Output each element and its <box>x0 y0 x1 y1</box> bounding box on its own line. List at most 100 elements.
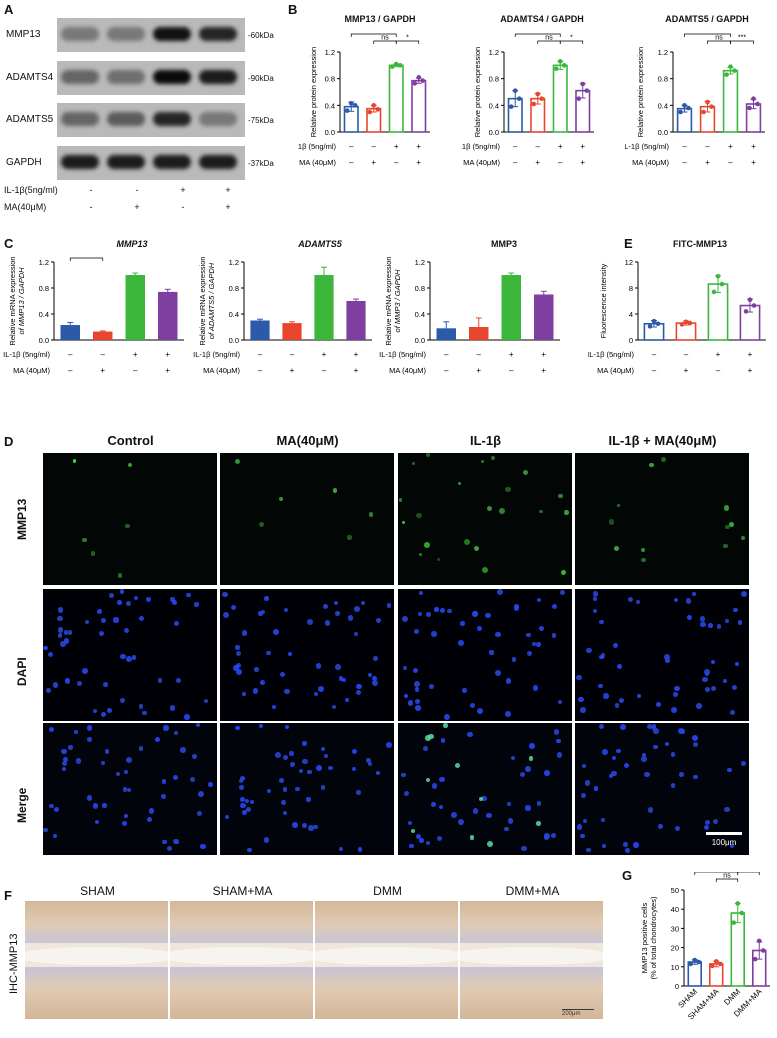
cell-dot <box>247 847 252 853</box>
cell-dot <box>576 824 583 830</box>
cell-dot <box>43 828 48 833</box>
cell-dot <box>443 713 450 720</box>
if-image <box>43 589 217 721</box>
data-point <box>576 96 582 101</box>
significance-label: * <box>570 35 573 42</box>
cell-dot <box>58 633 63 638</box>
cell-dot <box>100 760 106 766</box>
cell-dot <box>710 685 716 691</box>
cell-dot <box>538 509 543 514</box>
y-tick-label: 0.0 <box>325 128 335 137</box>
if-row-dapi: DAPI <box>15 657 29 686</box>
treatment-sign: – <box>652 350 657 359</box>
cell-dot <box>63 630 68 635</box>
cell-dot <box>514 603 519 609</box>
data-point <box>715 274 721 279</box>
y-tick-label: 0.0 <box>229 336 239 345</box>
significance-label: *** <box>738 35 746 42</box>
cell-dot <box>551 633 557 638</box>
data-point <box>512 88 518 93</box>
treatment-sign: + <box>354 366 359 375</box>
treatment-sign: – <box>716 366 721 375</box>
cell-dot <box>663 653 670 660</box>
cell-dot <box>414 629 420 635</box>
cell-dot <box>725 619 730 624</box>
cell-dot <box>302 823 308 829</box>
cell-dot <box>408 843 414 849</box>
ihc-col-sham: SHAM <box>80 884 115 898</box>
y-tick-label: 30 <box>671 924 679 933</box>
y-tick-label: 0.8 <box>39 284 49 293</box>
cell-dot <box>252 688 259 695</box>
cell-dot <box>646 723 652 729</box>
cell-dot <box>160 793 167 800</box>
cell-dot <box>356 683 362 689</box>
cell-dot <box>725 524 730 530</box>
data-point <box>393 61 399 67</box>
cell-dot <box>62 756 69 763</box>
cell-dot <box>437 836 443 842</box>
cell-dot <box>417 611 423 617</box>
significance-label: *** <box>370 30 378 35</box>
cell-dot <box>528 756 534 761</box>
cell-dot <box>526 651 532 657</box>
chart-g: 0 10 20 30 40 50 MMP13 positive cells (% of tot… <box>640 872 770 1022</box>
cell-dot <box>266 788 271 794</box>
cell-dot <box>322 604 328 609</box>
cell-dot <box>57 627 64 633</box>
cell-dot <box>128 462 133 468</box>
cell-dot <box>123 813 128 818</box>
cell-dot <box>419 838 424 843</box>
cell-dot <box>675 826 681 832</box>
cell-dot <box>426 612 431 618</box>
cell-dot <box>458 819 464 825</box>
data-point <box>553 66 559 71</box>
ihc-tissue-top <box>315 901 458 943</box>
y-tick-label: 20 <box>671 944 679 953</box>
wb-band <box>61 70 99 84</box>
data-point <box>728 64 733 69</box>
if-image <box>398 723 572 855</box>
data-point <box>683 319 689 325</box>
cell-dot <box>162 839 167 844</box>
cell-dot <box>422 746 428 752</box>
treatment-sign: + <box>354 350 359 359</box>
cell-dot <box>339 847 344 852</box>
il1b-label: IL-1β (5ng/ml) <box>298 142 337 151</box>
y-axis-label: MMP13 positive cells <box>640 903 649 974</box>
y-tick-label: 0.0 <box>415 336 425 345</box>
cell-dot <box>636 599 641 604</box>
cell-dot <box>447 608 452 614</box>
cell-dot <box>560 569 566 575</box>
cell-dot <box>49 803 54 808</box>
cell-dot <box>612 756 617 761</box>
cell-dot <box>408 700 414 706</box>
if-row-mmp13: MMP13 <box>15 498 29 540</box>
treatment-sign: – <box>728 158 733 167</box>
wb-band <box>199 27 237 41</box>
treatment-sign: + <box>290 366 295 375</box>
treatment-sign: + <box>371 158 376 167</box>
treatment-sign: + <box>133 350 138 359</box>
cell-dot <box>67 630 73 636</box>
cell-dot <box>418 590 423 595</box>
cell-dot <box>307 769 312 775</box>
y-tick-label: 1.2 <box>415 258 425 267</box>
cell-dot <box>416 834 421 839</box>
cell-dot <box>687 615 692 620</box>
y-tick-label: 1.2 <box>658 48 668 57</box>
data-point <box>375 107 381 112</box>
wb-band <box>153 70 191 84</box>
bar <box>675 322 697 341</box>
cell-dot <box>476 625 483 632</box>
cell-dot <box>704 686 710 692</box>
y-tick-label: 12 <box>625 258 633 267</box>
cell-dot <box>708 623 713 628</box>
treatment-sign: – <box>513 142 518 151</box>
cell-dot <box>94 819 100 824</box>
data-point <box>420 78 426 83</box>
data-point <box>688 961 694 967</box>
cell-dot <box>57 606 64 613</box>
cell-dot <box>627 596 634 603</box>
cell-dot <box>614 546 619 552</box>
